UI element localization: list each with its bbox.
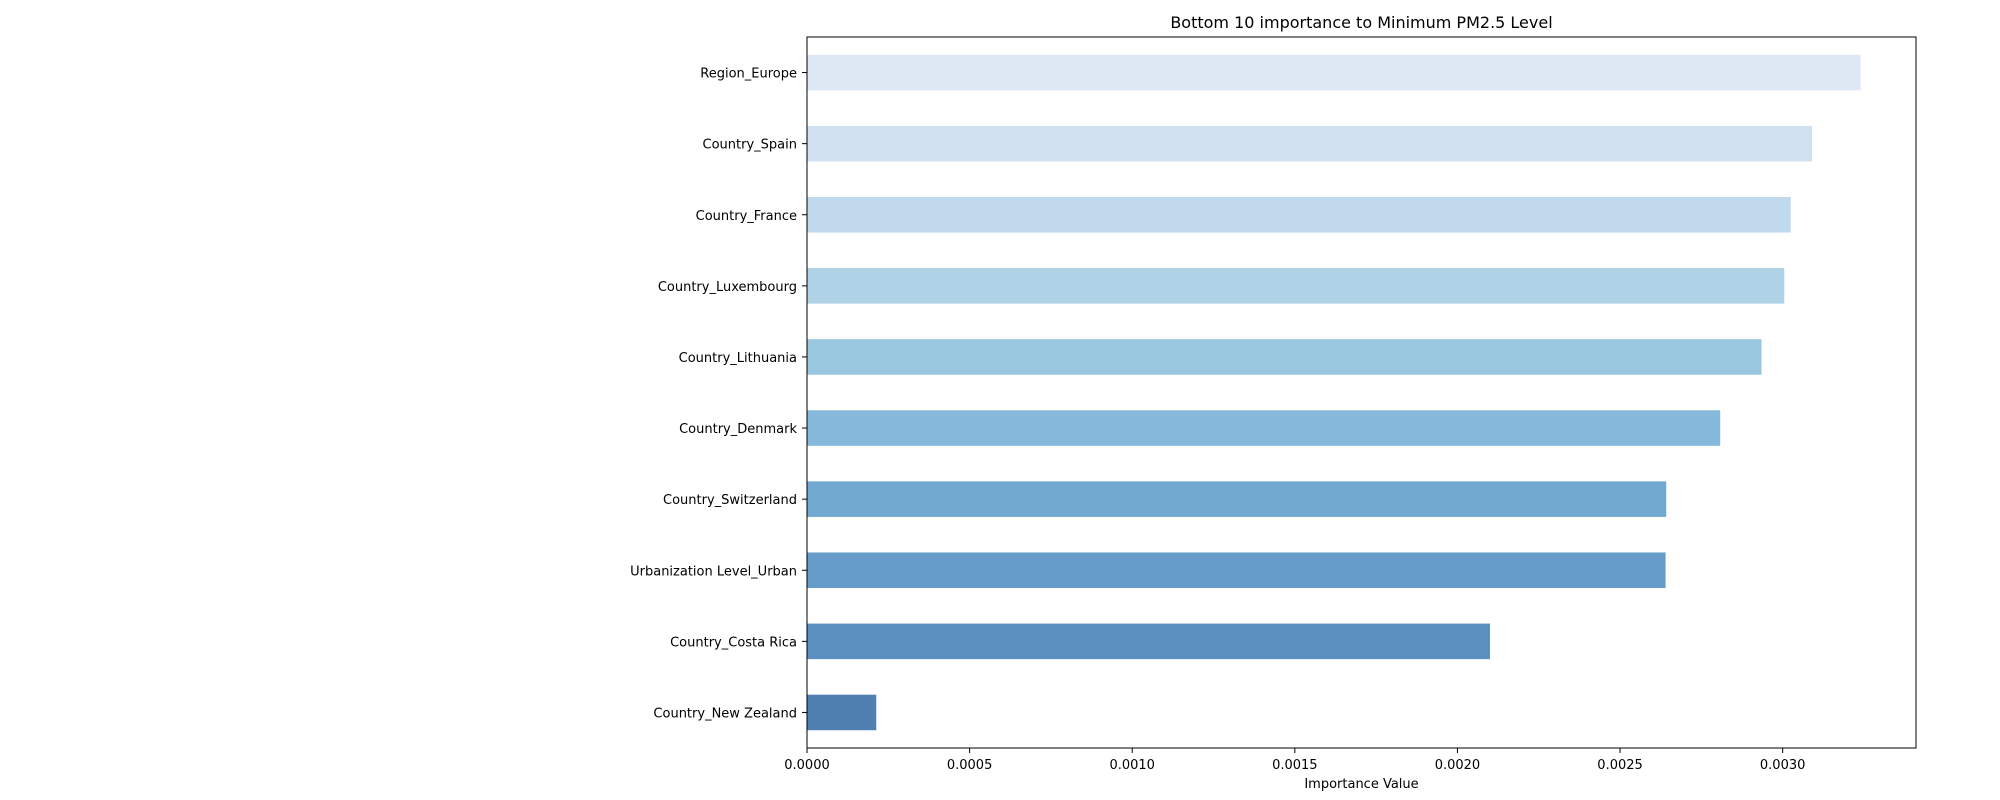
- x-tick-label: 0.0020: [1435, 758, 1481, 773]
- bar: [807, 54, 1861, 91]
- bar: [807, 481, 1667, 517]
- y-axis-ticks: Region_Europe Country_Spain Country_France…: [630, 67, 807, 721]
- bar: [807, 268, 1785, 304]
- bars: [807, 54, 1861, 731]
- bar: [807, 694, 877, 731]
- x-tick-label: 0.0010: [1109, 758, 1155, 773]
- y-tick-label: Region_Europe: [700, 67, 797, 82]
- bar: [807, 623, 1490, 660]
- chart-title: Bottom 10 importance to Minimum PM2.5 Le…: [1170, 13, 1552, 32]
- x-tick-label: 0.0015: [1272, 758, 1318, 773]
- y-tick-label: Country_New Zealand: [653, 706, 797, 721]
- bar: [807, 196, 1791, 233]
- x-tick-label: 0.0000: [784, 758, 830, 773]
- x-axis-label: Importance Value: [1304, 777, 1418, 792]
- y-tick-label: Urbanization Level_Urban: [630, 564, 797, 579]
- bar: [807, 410, 1721, 446]
- bar: [807, 125, 1812, 162]
- bar: [807, 339, 1762, 375]
- y-tick-label: Country_Switzerland: [663, 493, 797, 508]
- x-axis-ticks: 0.0000 0.0005 0.0010 0.0015 0.0020 0.0025 0.00…: [784, 748, 1805, 773]
- y-tick-label: Country_Luxembourg: [658, 280, 797, 295]
- x-tick-label: 0.0025: [1597, 758, 1643, 773]
- y-tick-label: Country_Costa Rica: [670, 635, 797, 650]
- y-tick-label: Country_Spain: [703, 138, 797, 153]
- x-tick-label: 0.0030: [1760, 758, 1806, 773]
- y-tick-label: Country_Lithuania: [679, 351, 797, 366]
- plot-frame: [806, 36, 1917, 749]
- bar: [807, 552, 1666, 589]
- x-tick-label: 0.0005: [947, 758, 993, 773]
- y-tick-label: Country_Denmark: [679, 422, 797, 437]
- y-tick-label: Country_France: [696, 209, 797, 224]
